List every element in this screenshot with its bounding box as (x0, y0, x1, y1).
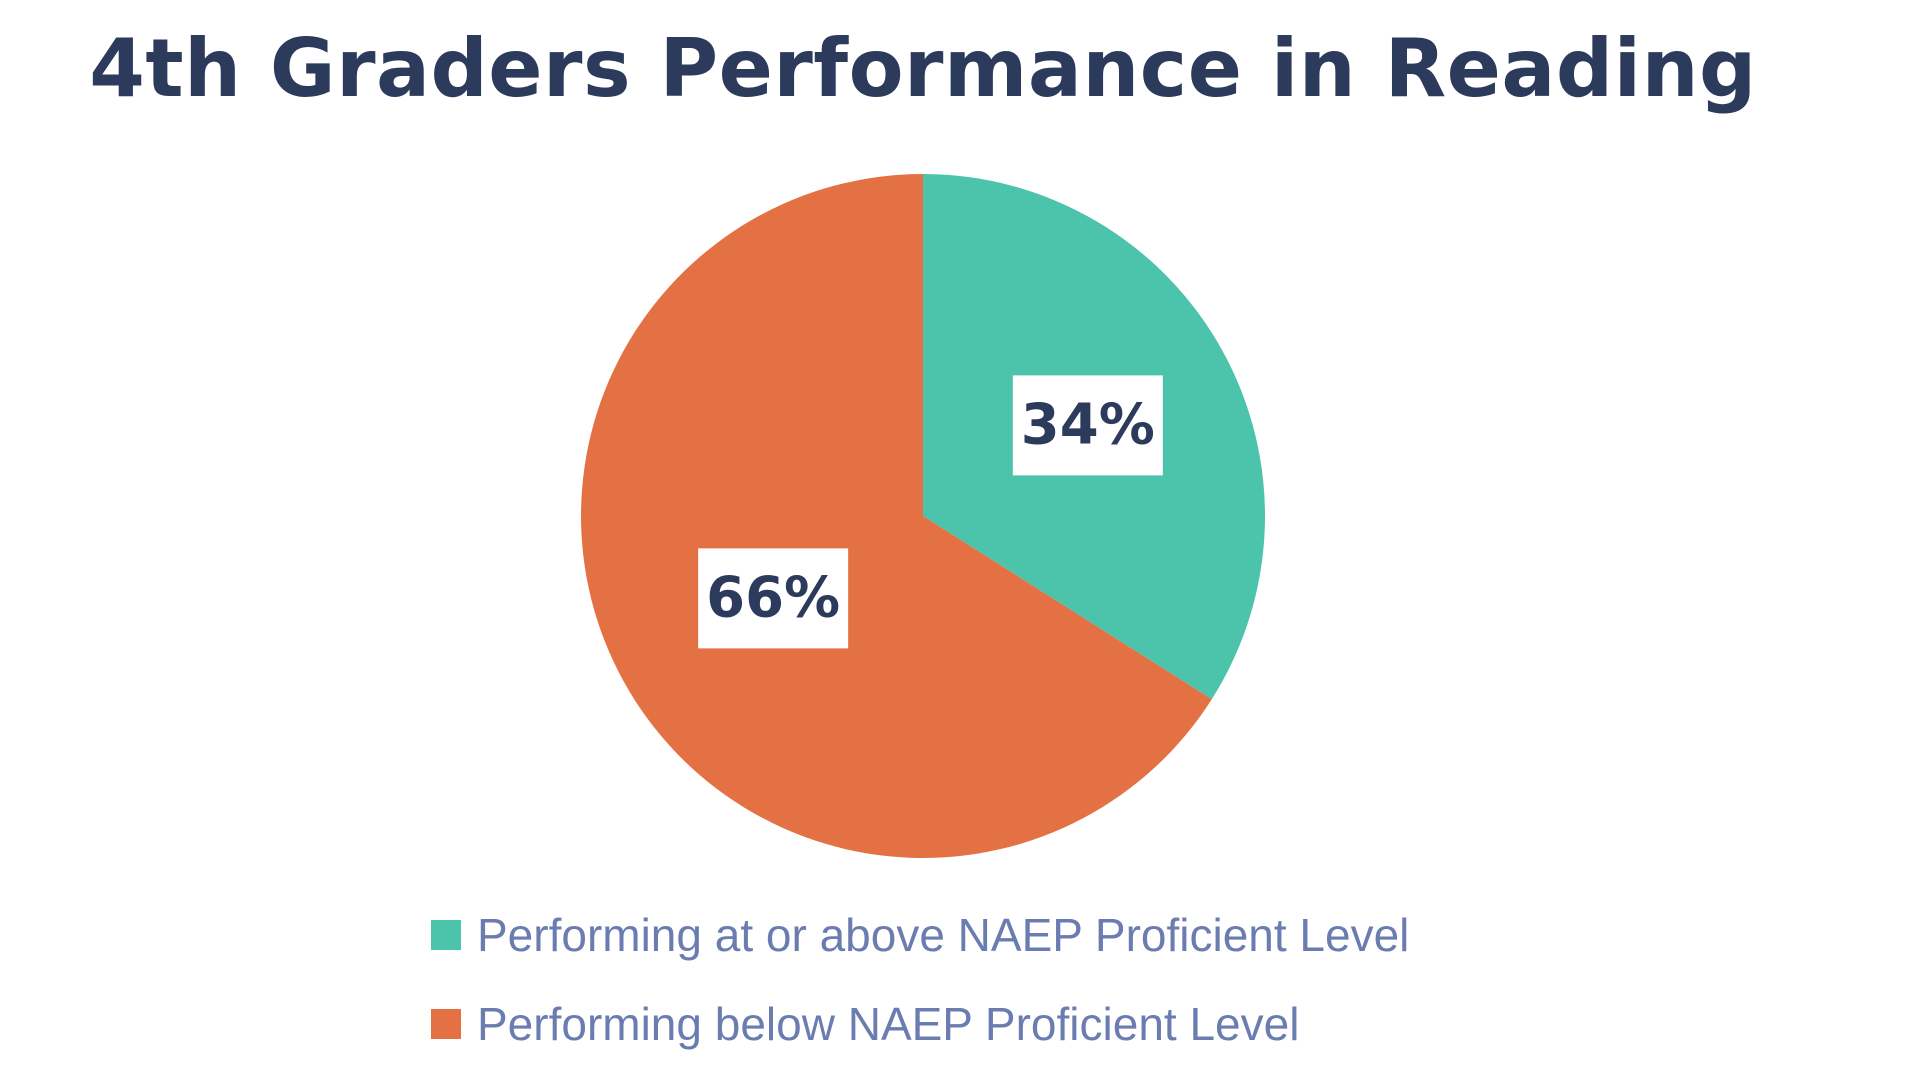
legend-swatch-below (431, 1009, 461, 1039)
legend-item-below: Performing below NAEP Proficient Level (431, 997, 1409, 1051)
legend-label-above: Performing at or above NAEP Proficient L… (477, 909, 1410, 961)
data-label-below: 66% (698, 548, 849, 649)
legend: Performing at or above NAEP Proficient L… (431, 908, 1409, 1086)
data-label-below-box (698, 548, 849, 649)
data-label-above-box (1012, 375, 1163, 476)
legend-label-below: Performing below NAEP Proficient Level (477, 998, 1300, 1050)
chart-title: 4th Graders Performance in Reading (89, 22, 1757, 115)
data-label-above: 34% (1012, 375, 1163, 476)
legend-swatch-above (431, 920, 461, 950)
pie-chart: 34% 66% (580, 174, 1265, 859)
legend-item-above: Performing at or above NAEP Proficient L… (431, 908, 1409, 962)
data-label-above-text: 34% (1021, 393, 1155, 458)
data-label-below-text: 66% (706, 566, 840, 631)
pie-slice-below (580, 174, 1212, 859)
